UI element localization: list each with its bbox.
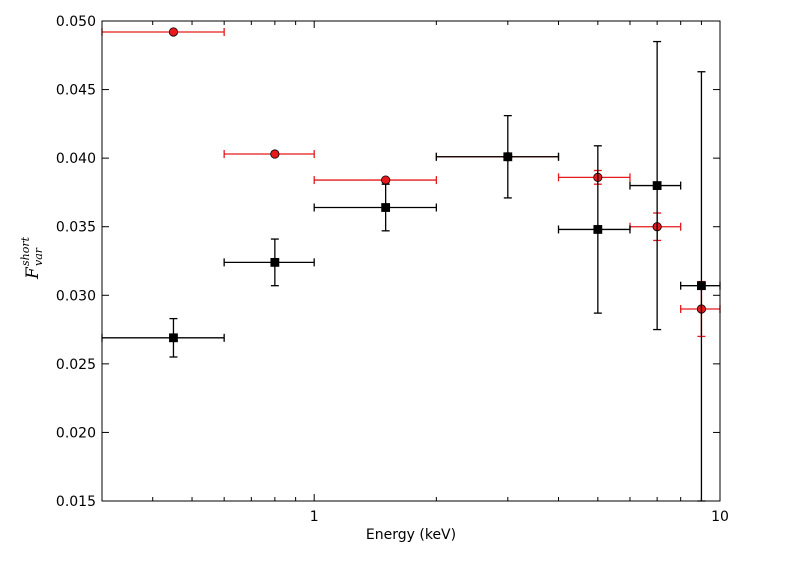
y-tick-label: 0.050 xyxy=(56,14,96,30)
y-axis-label-superscript: short xyxy=(19,236,32,266)
data-point-square xyxy=(169,333,178,343)
y-axis-label-subscript: var xyxy=(32,247,45,266)
data-point-square xyxy=(593,225,603,234)
y-axis-label-main: F xyxy=(23,266,43,280)
data-point-circle xyxy=(381,175,391,185)
data-point-square xyxy=(652,181,662,190)
plot-frame xyxy=(101,20,721,502)
data-point-square xyxy=(381,203,391,212)
x-tick-label: 10 xyxy=(711,509,729,525)
y-tick-label: 0.045 xyxy=(56,83,96,99)
x-axis-label: Energy (keV) xyxy=(366,527,456,543)
tick-labels: 0.015 0.020 0.025 0.030 0.035 0.040 0.045 0.050… xyxy=(56,14,729,525)
y-tick-label: 0.025 xyxy=(56,357,96,373)
y-axis-label: F short var xyxy=(19,236,45,280)
y-tick-label: 0.030 xyxy=(56,288,96,304)
y-tick-label: 0.040 xyxy=(56,151,96,167)
tick-marks xyxy=(102,20,721,502)
y-tick-label: 0.035 xyxy=(56,220,96,236)
y-tick-label: 0.020 xyxy=(56,425,96,441)
data-point-circle xyxy=(168,27,179,37)
data-point-square xyxy=(270,257,280,267)
data-point-square xyxy=(697,281,706,291)
x-tick-label: 1 xyxy=(310,509,319,525)
series-black xyxy=(101,40,721,502)
y-tick-label: 0.015 xyxy=(56,494,96,510)
data-point-square xyxy=(503,152,513,162)
data-series xyxy=(101,27,721,502)
data-point-circle xyxy=(270,149,280,159)
